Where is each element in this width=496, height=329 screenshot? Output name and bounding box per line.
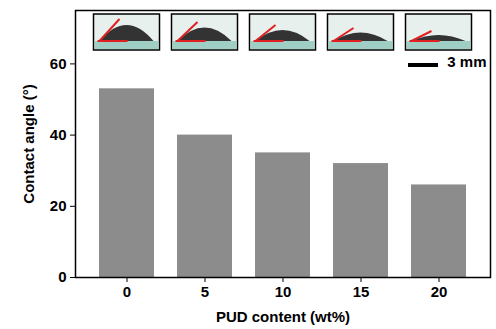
- svg-text:15: 15: [353, 283, 370, 300]
- svg-text:60: 60: [50, 55, 67, 72]
- svg-text:20: 20: [50, 197, 67, 214]
- svg-text:0: 0: [58, 268, 66, 285]
- svg-text:3 mm: 3 mm: [447, 53, 486, 70]
- svg-text:Contact angle (°): Contact angle (°): [20, 84, 37, 203]
- svg-text:40: 40: [50, 126, 67, 143]
- svg-text:0: 0: [123, 283, 131, 300]
- svg-text:PUD content (wt%): PUD content (wt%): [216, 308, 350, 325]
- svg-text:5: 5: [201, 283, 209, 300]
- svg-text:10: 10: [275, 283, 292, 300]
- svg-text:20: 20: [431, 283, 448, 300]
